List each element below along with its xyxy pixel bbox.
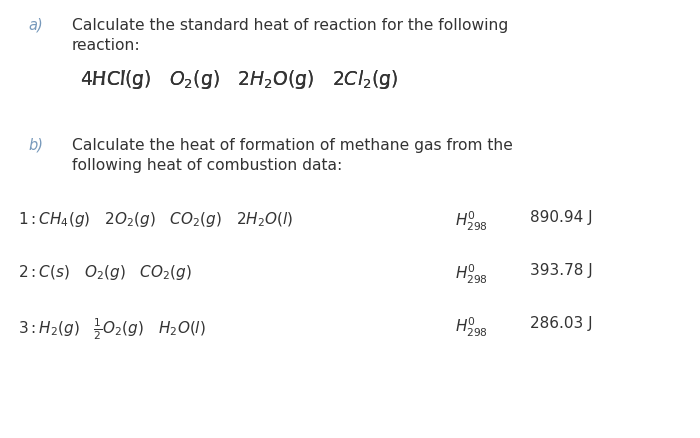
Text: $2{:}C(s)\quad O_2(g)\quad CO_2(g)$: $2{:}C(s)\quad O_2(g)\quad CO_2(g)$ — [18, 263, 192, 282]
Text: 890.94 J: 890.94 J — [530, 210, 593, 225]
Text: $H^0_{298}$: $H^0_{298}$ — [455, 263, 488, 286]
Text: $H^0_{298}$: $H^0_{298}$ — [455, 210, 488, 233]
Text: $3{:}H_2(g)\quad \frac{1}{2}O_2(g)\quad H_2O(l)$: $3{:}H_2(g)\quad \frac{1}{2}O_2(g)\quad … — [18, 316, 206, 342]
Text: Calculate the standard heat of reaction for the following: Calculate the standard heat of reaction … — [72, 18, 508, 33]
Text: reaction:: reaction: — [72, 38, 141, 53]
Text: b): b) — [28, 138, 43, 153]
Text: a): a) — [28, 18, 43, 33]
Text: $1{:}CH_4(g)\quad 2O_2(g)\quad CO_2(g)\quad 2H_2O(l)$: $1{:}CH_4(g)\quad 2O_2(g)\quad CO_2(g)\q… — [18, 210, 293, 229]
Text: $4\mathrm{HCl(g)}\quad \mathit{O}_2\mathrm{(g)}\quad 2\mathit{H}_2\mathrm{O(g)}\: $4\mathrm{HCl(g)}\quad \mathit{O}_2\math… — [80, 68, 398, 91]
Text: $4HCl(g)\quad O_2(g)\quad 2H_2O(g)\quad 2Cl_2(g)$: $4HCl(g)\quad O_2(g)\quad 2H_2O(g)\quad … — [80, 68, 398, 91]
Text: 393.78 J: 393.78 J — [530, 263, 593, 278]
Text: $H^0_{298}$: $H^0_{298}$ — [455, 316, 488, 339]
Text: following heat of combustion data:: following heat of combustion data: — [72, 158, 342, 173]
Text: 286.03 J: 286.03 J — [530, 316, 593, 331]
Text: Calculate the heat of formation of methane gas from the: Calculate the heat of formation of metha… — [72, 138, 513, 153]
